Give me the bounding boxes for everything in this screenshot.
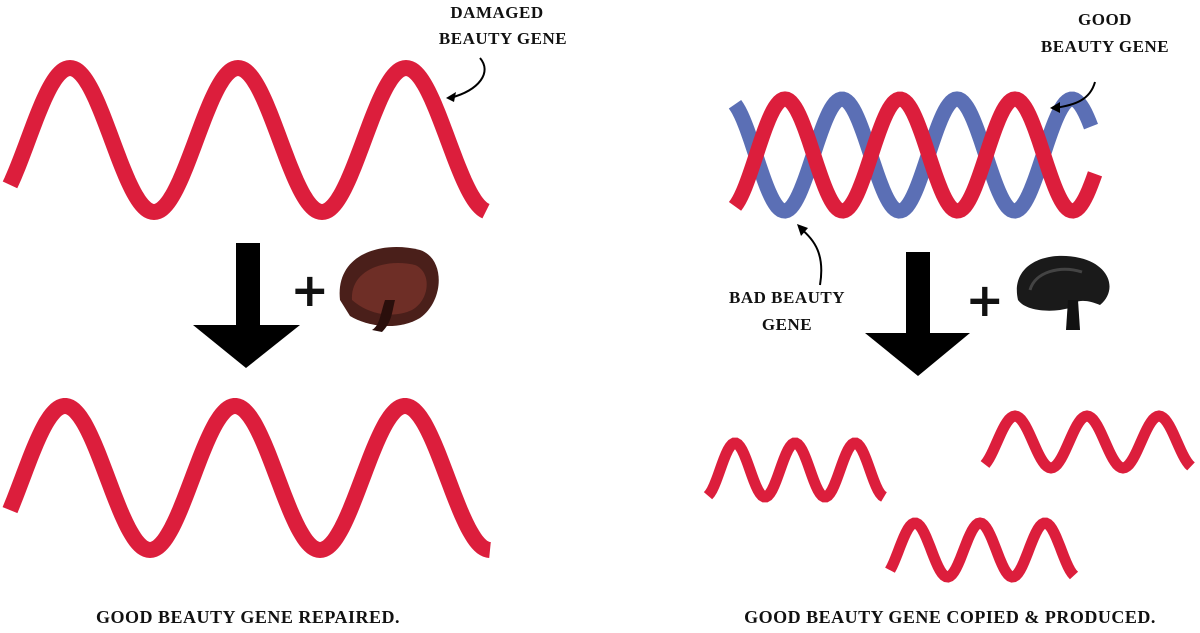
waves (2, 59, 1195, 583)
pointer-arrow (799, 227, 823, 286)
down-arrow-head (193, 325, 300, 368)
pointer-arrowhead (1050, 102, 1060, 113)
gene-wave (2, 59, 490, 221)
down-arrow-shaft (236, 243, 260, 328)
pointer-arrowhead (446, 92, 456, 102)
label: GENE (762, 315, 812, 334)
gene-wave (728, 91, 1098, 219)
plus-sign: + (290, 263, 329, 317)
label: DAMAGED (450, 3, 543, 22)
mushroom-icon (339, 247, 439, 332)
pointer-arrow (449, 57, 486, 99)
label: BEAUTY GENE (439, 29, 567, 48)
label: BAD BEAUTY (729, 288, 845, 307)
mushroom-icon (1016, 255, 1110, 330)
down-arrow-shaft (906, 252, 930, 337)
gene-wave (2, 398, 491, 559)
gene-wave (728, 91, 1103, 219)
gene-wave (885, 517, 1079, 583)
label: BEAUTY GENE (1041, 37, 1169, 56)
plus-sign: + (965, 273, 1004, 327)
gene-wave (980, 410, 1195, 474)
down-arrow-head (865, 333, 970, 376)
label: GOOD (1078, 10, 1132, 29)
pointer-arrowhead (797, 224, 808, 236)
gene-wave (703, 437, 887, 503)
caption: GOOD BEAUTY GENE REPAIRED. (96, 607, 400, 627)
caption: GOOD BEAUTY GENE COPIED & PRODUCED. (744, 607, 1156, 627)
